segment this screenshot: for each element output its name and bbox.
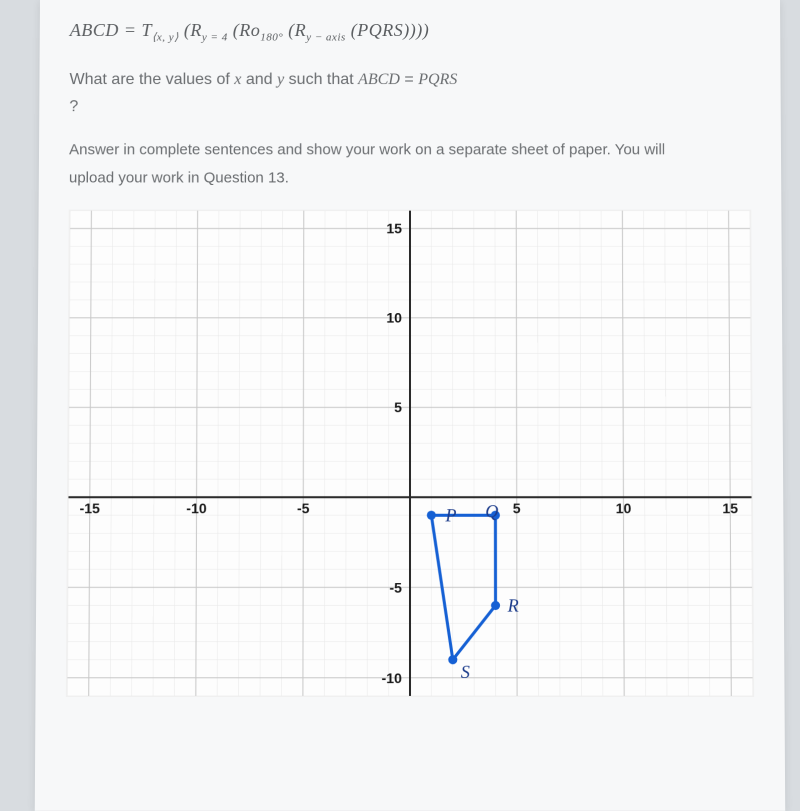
axes bbox=[67, 210, 752, 695]
reflection2-subscript: y − axis bbox=[306, 32, 346, 44]
graph-svg: -15 -10 -5 5 10 15 5 10 15 -5 -10 P Q R S bbox=[67, 210, 753, 695]
polygon-pqrs: P Q R S bbox=[427, 501, 519, 682]
axis-labels: -15 -10 -5 5 10 15 5 10 15 -5 -10 bbox=[79, 220, 740, 686]
svg-text:5: 5 bbox=[394, 399, 402, 415]
question-mark: ? bbox=[69, 98, 750, 116]
reflection1-subscript: y = 4 bbox=[202, 32, 228, 44]
svg-text:-15: -15 bbox=[80, 500, 101, 516]
worksheet-page: ABCD = T⟨x, y⟩ (Ry = 4 (Ro180° (Ry − axi… bbox=[35, 0, 785, 811]
svg-text:-10: -10 bbox=[186, 500, 207, 516]
transformation-formula: ABCD = T⟨x, y⟩ (Ry = 4 (Ro180° (Ry − axi… bbox=[70, 20, 751, 44]
svg-text:5: 5 bbox=[513, 500, 521, 516]
svg-text:10: 10 bbox=[386, 309, 402, 325]
svg-text:-5: -5 bbox=[389, 579, 402, 595]
svg-text:P: P bbox=[444, 505, 456, 525]
translation-subscript: ⟨x, y⟩ bbox=[152, 32, 179, 44]
svg-text:15: 15 bbox=[386, 220, 402, 236]
coordinate-graph: -15 -10 -5 5 10 15 5 10 15 -5 -10 P Q R S bbox=[66, 209, 754, 696]
instruction-text: Answer in complete sentences and show yo… bbox=[69, 136, 751, 193]
rotation-subscript: 180° bbox=[260, 32, 283, 44]
svg-text:15: 15 bbox=[722, 500, 738, 516]
formula-inner: PQRS bbox=[357, 20, 403, 40]
svg-text:S: S bbox=[461, 661, 470, 681]
formula-lhs: ABCD bbox=[70, 20, 119, 40]
svg-text:Q: Q bbox=[485, 501, 498, 521]
svg-text:-5: -5 bbox=[297, 500, 310, 516]
svg-text:-10: -10 bbox=[382, 669, 403, 685]
question-text: What are the values of x and y such that… bbox=[69, 68, 750, 92]
svg-text:R: R bbox=[507, 595, 519, 615]
svg-text:10: 10 bbox=[616, 500, 632, 516]
